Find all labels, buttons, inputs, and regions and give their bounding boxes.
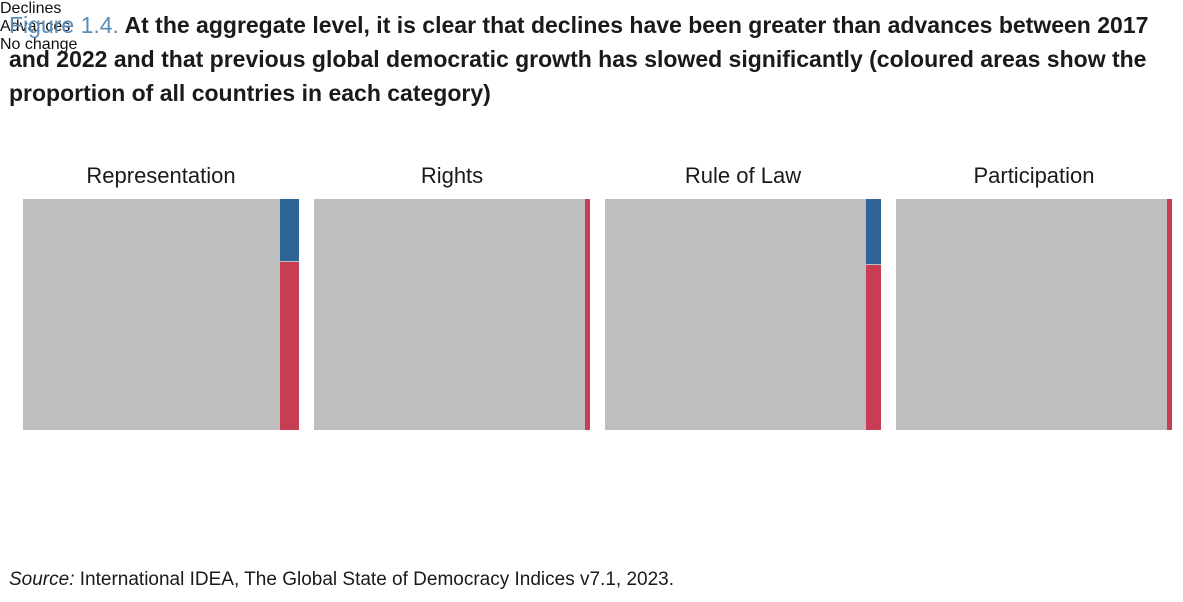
figure-label: Figure 1.4. [9,12,119,38]
panel-rule-of-law [605,199,881,430]
panel-representation [23,199,299,430]
legend-label-advances: Advances [0,18,71,35]
panel-title-representation: Representation [86,163,236,188]
legend: Declines Advances No change [0,0,1183,54]
declines-segment-rule-of-law [866,265,881,430]
legend-label-no-change: No change [0,36,78,53]
chart-title: Figure 1.4. At the aggregate level, it i… [9,8,1169,110]
panel-title-rule-of-law: Rule of Law [684,163,802,188]
advances-segment-rule-of-law [866,199,881,265]
source-label: Source: [9,569,75,590]
source-note: Source: International IDEA, The Global S… [9,569,674,591]
declines-segment-representation [279,262,299,430]
panel-rights [314,199,590,430]
source-text: International IDEA, The Global State of … [79,569,675,590]
panel-title-rights: Rights [420,163,484,188]
legend-label-declines: Declines [0,0,62,17]
declines-segment-participation [1167,199,1172,430]
panel-participation [896,199,1172,430]
advances-segment-representation [279,199,299,262]
title-text: At the aggregate level, it is clear that… [9,12,1149,106]
panel-title-participation: Participation [973,163,1095,188]
declines-segment-rights [585,199,590,430]
